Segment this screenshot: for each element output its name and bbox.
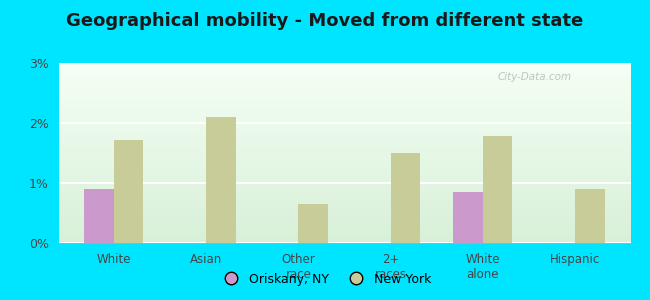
Text: City-Data.com: City-Data.com bbox=[498, 72, 572, 82]
Bar bbox=[483, 136, 512, 243]
Bar bbox=[391, 153, 420, 243]
Bar bbox=[206, 117, 236, 243]
Bar bbox=[575, 189, 604, 243]
Bar bbox=[453, 192, 483, 243]
Bar bbox=[391, 153, 420, 243]
Bar bbox=[575, 189, 604, 243]
Bar bbox=[298, 204, 328, 243]
Bar bbox=[453, 192, 483, 243]
Bar bbox=[84, 189, 114, 243]
Text: Geographical mobility - Moved from different state: Geographical mobility - Moved from diffe… bbox=[66, 12, 584, 30]
Bar bbox=[84, 189, 114, 243]
Bar bbox=[298, 204, 328, 243]
Bar bbox=[114, 140, 144, 243]
Bar bbox=[483, 136, 512, 243]
Bar bbox=[114, 140, 144, 243]
Bar bbox=[206, 117, 236, 243]
Legend: Oriskany, NY, New York: Oriskany, NY, New York bbox=[214, 268, 436, 291]
